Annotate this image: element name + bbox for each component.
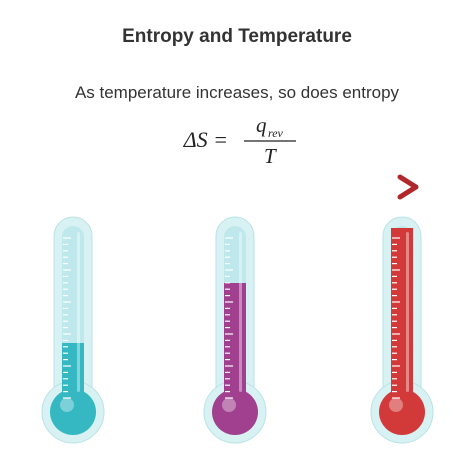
- formula-numerator: q: [256, 113, 267, 137]
- bulb-shine: [60, 398, 74, 412]
- bulb-shine: [389, 398, 403, 412]
- thermometer: [41, 216, 105, 444]
- arrow-head: [397, 174, 419, 200]
- arrow: [49, 174, 419, 200]
- thermometer: [203, 216, 267, 444]
- tube-shine: [406, 232, 409, 392]
- liquid-bulb: [379, 389, 425, 435]
- formula: ΔS = q rev T: [183, 113, 296, 168]
- thermometer: [370, 216, 434, 444]
- formula-lhs: ΔS =: [183, 127, 228, 152]
- thermometers: [41, 216, 434, 444]
- formula-denominator: T: [264, 144, 277, 168]
- tube-shine: [239, 232, 242, 392]
- liquid: [391, 228, 413, 412]
- title: Entropy and Temperature: [122, 26, 352, 47]
- bulb-shine: [222, 398, 236, 412]
- liquid-bulb: [212, 389, 258, 435]
- subtitle: As temperature increases, so does entrop…: [75, 83, 400, 102]
- liquid-bulb: [50, 389, 96, 435]
- tube-shine: [77, 232, 80, 392]
- formula-subscript: rev: [268, 126, 284, 140]
